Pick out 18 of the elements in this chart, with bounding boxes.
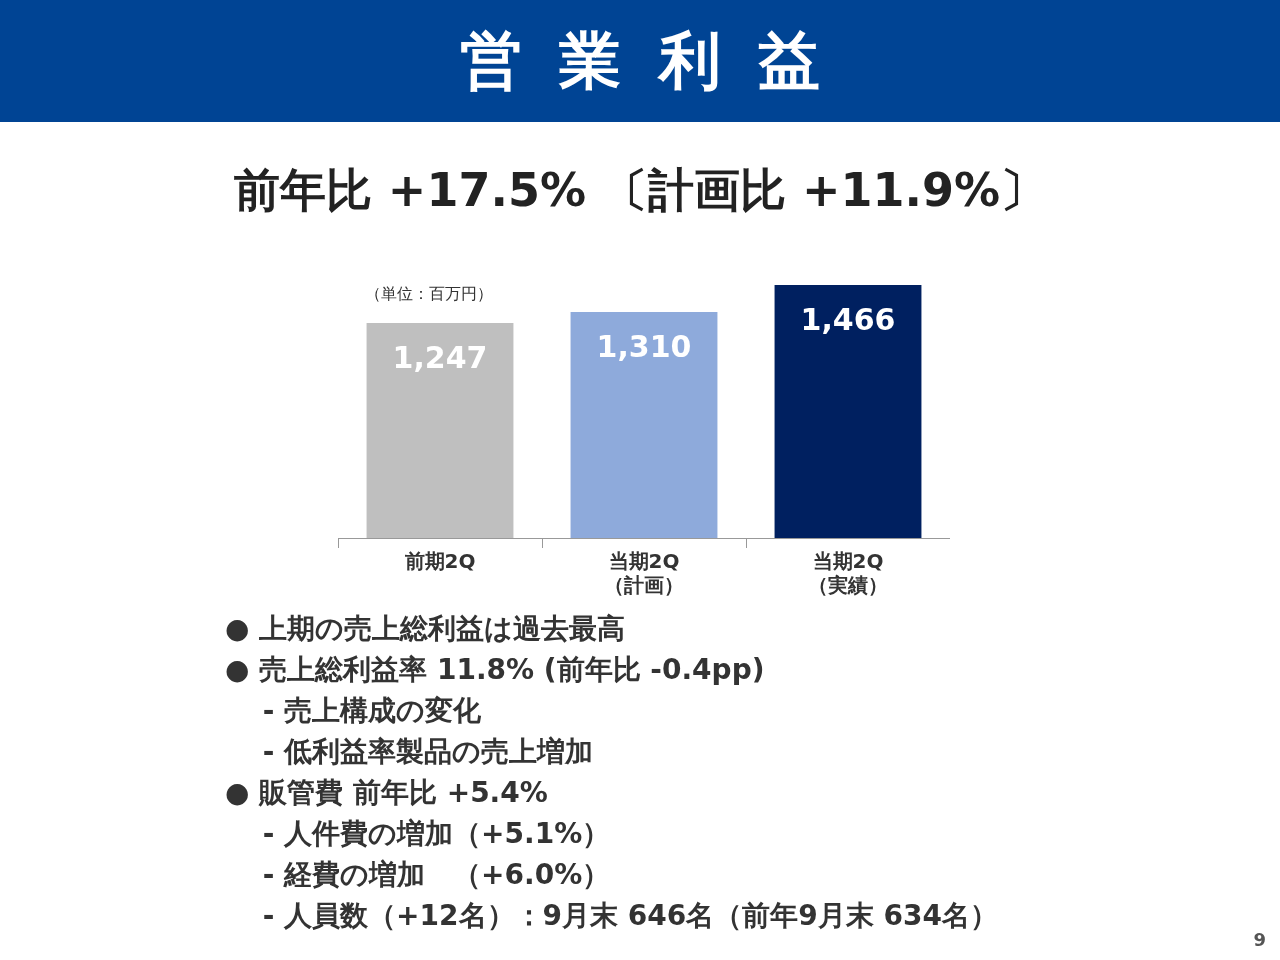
data-label: 1,466 xyxy=(800,301,896,337)
x-tick-label: 当期2Q （実績） xyxy=(808,549,888,598)
x-tick-label: 前期2Q xyxy=(403,549,476,574)
data-label: 1,247 xyxy=(392,339,488,375)
text: ● 販管費 前年比 +5.4% xyxy=(225,775,549,811)
text: - 経費の増加 （+6.0%） xyxy=(261,857,612,893)
y-axis-title: （単位：百万円） xyxy=(365,284,493,305)
text: 9 xyxy=(1253,929,1266,950)
text: ● 上期の売上総利益は過去最高 xyxy=(225,611,627,647)
text: - 人員数（+12名）：9月末 646名（前年9月末 634名） xyxy=(261,898,998,934)
chart-title: 営業利益 xyxy=(459,23,857,99)
text: - 人件費の増加（+5.1%） xyxy=(261,816,612,852)
text: ● 売上総利益率 11.8% (前年比 -0.4pp) xyxy=(225,652,766,688)
text: - 売上構成の変化 xyxy=(261,693,483,729)
text: - 低利益率製品の売上増加 xyxy=(261,734,595,770)
data-label: 1,310 xyxy=(596,328,692,364)
chart-subtitle: 前年比 +17.5% 〔計画比 +11.9%〕 xyxy=(232,162,1048,219)
x-tick-label: 当期2Q （計画） xyxy=(604,549,684,598)
